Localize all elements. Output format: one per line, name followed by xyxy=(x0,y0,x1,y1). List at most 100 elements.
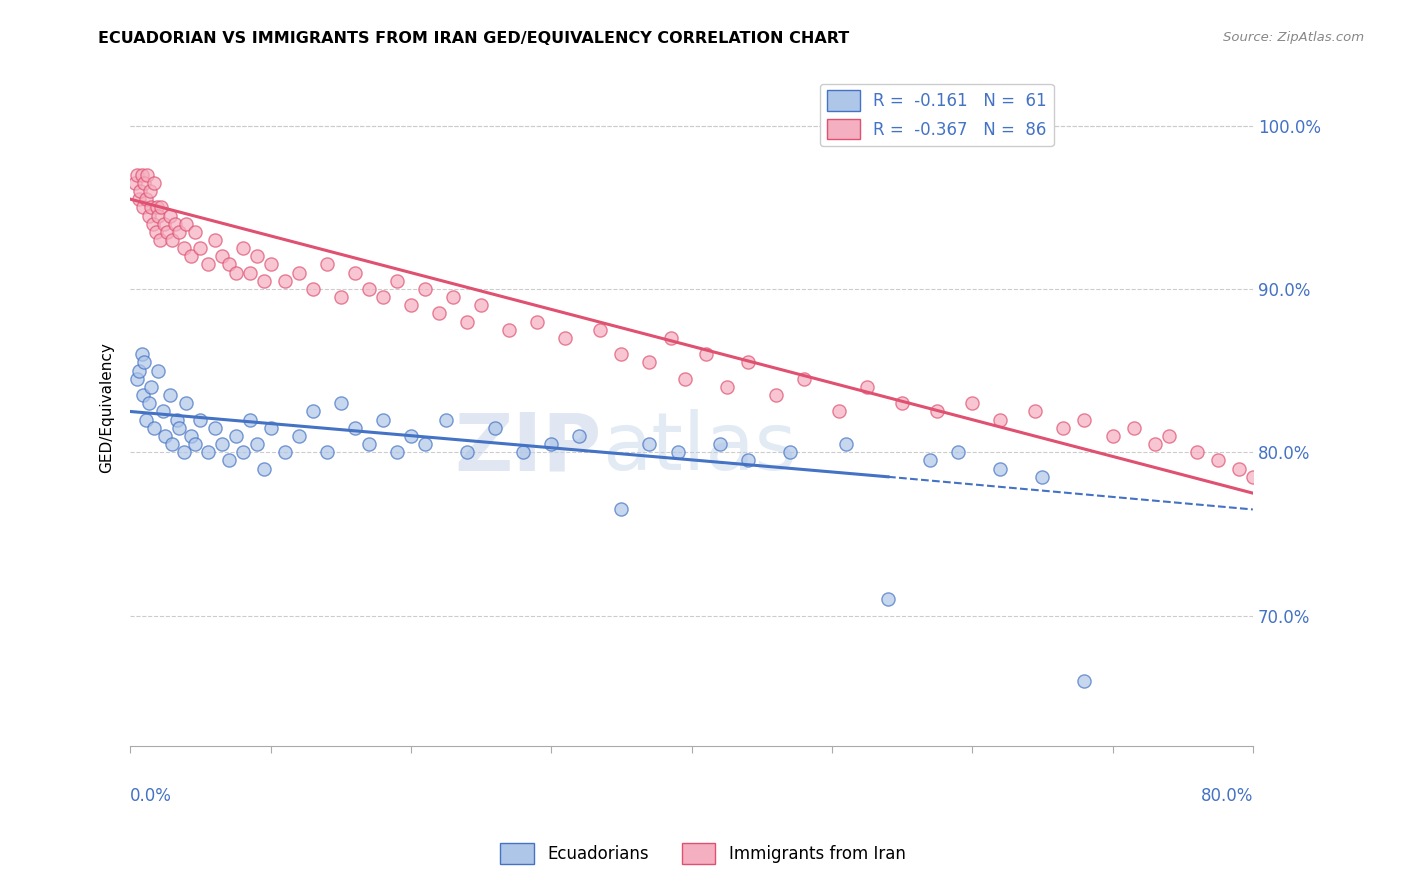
Point xyxy=(153,217,176,231)
Point xyxy=(610,502,633,516)
Point xyxy=(779,445,801,459)
Point xyxy=(184,225,207,239)
Point xyxy=(737,453,759,467)
Point xyxy=(197,445,219,459)
Point xyxy=(204,421,226,435)
Point xyxy=(877,592,900,607)
Point xyxy=(709,437,731,451)
Text: 0.0%: 0.0% xyxy=(131,787,172,805)
Point xyxy=(159,209,181,223)
Point xyxy=(180,429,202,443)
Point xyxy=(589,323,612,337)
Point xyxy=(988,461,1011,475)
Point xyxy=(184,437,207,451)
Point xyxy=(204,233,226,247)
Point xyxy=(225,266,247,280)
Point xyxy=(554,331,576,345)
Point xyxy=(1073,412,1095,426)
Point xyxy=(143,421,166,435)
Point xyxy=(173,241,195,255)
Point xyxy=(136,168,159,182)
Point xyxy=(239,412,262,426)
Y-axis label: GED/Equivalency: GED/Equivalency xyxy=(100,342,114,473)
Point xyxy=(190,241,212,255)
Point xyxy=(180,249,202,263)
Point xyxy=(165,217,187,231)
Point xyxy=(357,437,380,451)
Point xyxy=(434,412,457,426)
Point xyxy=(343,266,366,280)
Point xyxy=(131,347,153,361)
Point xyxy=(413,437,436,451)
Point xyxy=(128,192,150,206)
Point xyxy=(1185,445,1208,459)
Point xyxy=(988,412,1011,426)
Point xyxy=(134,176,156,190)
Point xyxy=(132,388,155,402)
Point xyxy=(1206,453,1229,467)
Point xyxy=(287,429,309,443)
Text: 80.0%: 80.0% xyxy=(1201,787,1253,805)
Point xyxy=(176,217,198,231)
Text: ECUADORIAN VS IMMIGRANTS FROM IRAN GED/EQUIVALENCY CORRELATION CHART: ECUADORIAN VS IMMIGRANTS FROM IRAN GED/E… xyxy=(98,31,849,46)
Point xyxy=(329,290,352,304)
Point xyxy=(169,225,191,239)
Point xyxy=(765,388,787,402)
Point xyxy=(141,200,163,214)
Point xyxy=(329,396,352,410)
Point xyxy=(232,445,254,459)
Point xyxy=(301,282,323,296)
Point xyxy=(927,404,949,418)
Point xyxy=(666,445,689,459)
Point xyxy=(127,372,149,386)
Point xyxy=(828,404,851,418)
Point xyxy=(253,274,276,288)
Point xyxy=(246,249,269,263)
Point xyxy=(737,355,759,369)
Point xyxy=(211,249,233,263)
Point xyxy=(131,168,153,182)
Point xyxy=(146,200,169,214)
Point xyxy=(385,274,408,288)
Point xyxy=(695,347,717,361)
Point xyxy=(1270,478,1292,492)
Point xyxy=(129,184,152,198)
Point xyxy=(1024,404,1046,418)
Point xyxy=(1101,429,1123,443)
Point xyxy=(441,290,464,304)
Point xyxy=(155,429,177,443)
Point xyxy=(141,380,163,394)
Point xyxy=(1122,421,1144,435)
Point xyxy=(159,388,181,402)
Point xyxy=(142,217,165,231)
Point xyxy=(343,421,366,435)
Point xyxy=(218,453,240,467)
Point xyxy=(1241,470,1264,484)
Point xyxy=(456,445,478,459)
Point xyxy=(399,429,422,443)
Point xyxy=(470,298,492,312)
Legend: Ecuadorians, Immigrants from Iran: Ecuadorians, Immigrants from Iran xyxy=(494,837,912,871)
Point xyxy=(145,225,167,239)
Point xyxy=(138,209,160,223)
Point xyxy=(371,290,394,304)
Point xyxy=(156,225,179,239)
Point xyxy=(484,421,506,435)
Point xyxy=(218,258,240,272)
Point xyxy=(287,266,309,280)
Text: ZIP: ZIP xyxy=(454,409,602,487)
Point xyxy=(673,372,696,386)
Point xyxy=(239,266,262,280)
Point xyxy=(315,258,337,272)
Point xyxy=(793,372,815,386)
Point xyxy=(166,412,188,426)
Point xyxy=(638,355,661,369)
Point xyxy=(150,200,173,214)
Point xyxy=(399,298,422,312)
Point xyxy=(315,445,337,459)
Point xyxy=(253,461,276,475)
Point xyxy=(197,258,219,272)
Point xyxy=(385,445,408,459)
Point xyxy=(139,184,162,198)
Point xyxy=(149,233,172,247)
